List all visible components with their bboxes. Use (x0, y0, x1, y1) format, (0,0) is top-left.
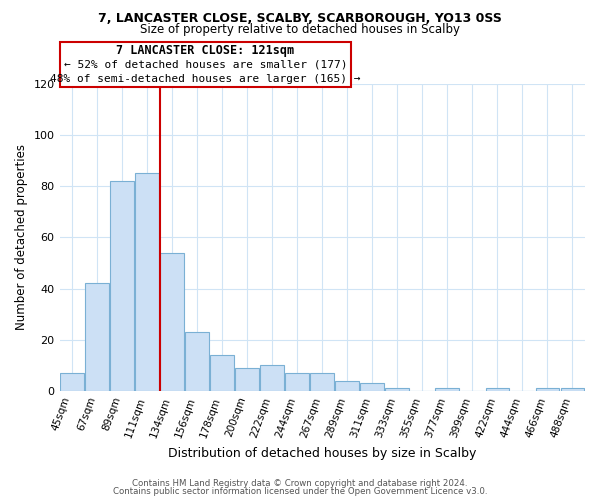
X-axis label: Distribution of detached houses by size in Scalby: Distribution of detached houses by size … (168, 447, 476, 460)
Bar (85, 284, 109, 391)
Bar (310, 373, 334, 391)
Text: Contains public sector information licensed under the Open Government Licence v3: Contains public sector information licen… (113, 487, 487, 496)
Bar (235, 368, 259, 391)
Text: Contains HM Land Registry data © Crown copyright and database right 2024.: Contains HM Land Registry data © Crown c… (132, 478, 468, 488)
Bar (335, 380, 359, 391)
Bar (536, 388, 559, 391)
Bar (210, 355, 234, 391)
Text: 7 LANCASTER CLOSE: 121sqm: 7 LANCASTER CLOSE: 121sqm (116, 44, 295, 57)
Text: ← 52% of detached houses are smaller (177): ← 52% of detached houses are smaller (17… (64, 60, 347, 70)
Bar (185, 332, 209, 391)
Bar (160, 252, 184, 391)
Bar (286, 373, 309, 391)
Bar (260, 365, 284, 391)
Bar (485, 388, 509, 391)
Bar (135, 174, 159, 391)
Bar (361, 383, 384, 391)
Bar (60, 373, 84, 391)
Bar (560, 388, 584, 391)
Text: 48% of semi-detached houses are larger (165) →: 48% of semi-detached houses are larger (… (50, 74, 361, 84)
Text: Size of property relative to detached houses in Scalby: Size of property relative to detached ho… (140, 22, 460, 36)
Bar (436, 388, 459, 391)
Text: 7, LANCASTER CLOSE, SCALBY, SCARBOROUGH, YO13 0SS: 7, LANCASTER CLOSE, SCALBY, SCARBOROUGH,… (98, 12, 502, 26)
Bar (385, 388, 409, 391)
Y-axis label: Number of detached properties: Number of detached properties (15, 144, 28, 330)
Bar (110, 181, 134, 391)
